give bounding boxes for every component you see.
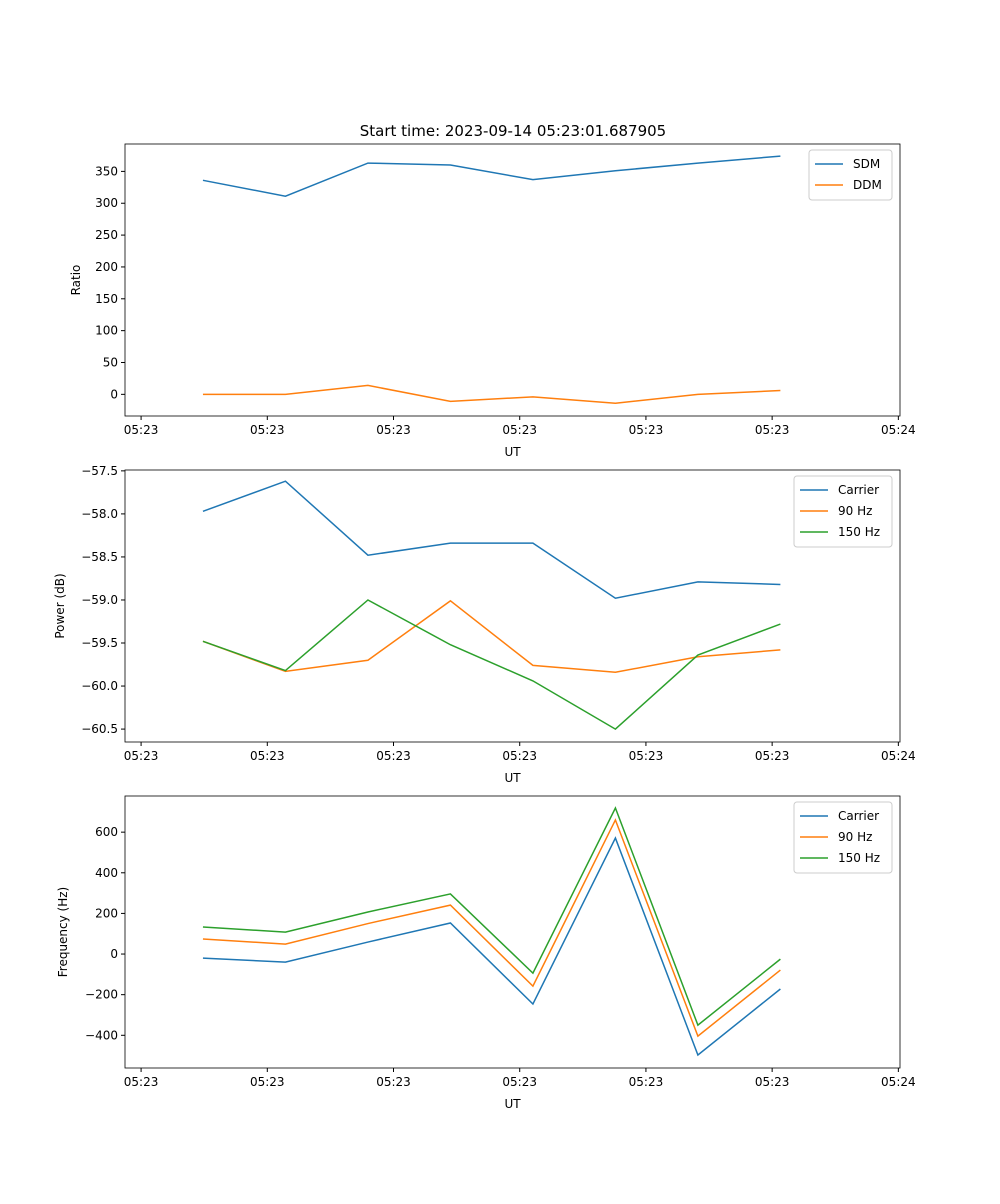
y-tick-label: 0: [110, 387, 118, 401]
x-tick-label: 05:23: [250, 423, 285, 437]
y-tick-label: 200: [95, 906, 118, 920]
y-axis-label: Frequency (Hz): [56, 887, 70, 978]
y-tick-label: 400: [95, 866, 118, 880]
series-line-150-hz: [202, 806, 781, 1027]
y-tick-label: −60.5: [81, 722, 118, 736]
x-axis-label: UT: [504, 771, 521, 785]
x-tick-label: 05:24: [881, 423, 916, 437]
subplot-3: 05:23 05:23 05:23 05:23 05:23 05:23 05:24 −400 −…: [56, 795, 916, 1111]
series-line-carrier: [202, 836, 781, 1057]
x-tick-label: 05:23: [629, 749, 664, 763]
series-line-sdm: [202, 155, 781, 198]
legend: [808, 149, 893, 201]
y-tick-label: −200: [85, 988, 118, 1002]
y-tick-label: −57.5: [81, 464, 118, 478]
x-tick-label: 05:23: [124, 1075, 159, 1089]
x-tick-label: 05:23: [755, 749, 790, 763]
x-tick-label: 05:23: [376, 423, 411, 437]
legend-label: 90 Hz: [838, 504, 872, 518]
y-tick-label: 300: [95, 196, 118, 210]
x-tick-label: 05:23: [629, 1075, 664, 1089]
legend: [793, 475, 893, 548]
x-tick-label: 05:23: [376, 1075, 411, 1089]
legend-label: DDM: [853, 178, 882, 192]
x-tick-label: 05:23: [755, 423, 790, 437]
subplot-1: 05:23 05:23 05:23 05:23 05:23 05:23 05:24 0 50 10…: [69, 143, 916, 459]
y-tick-label: 150: [95, 292, 118, 306]
y-tick-label: 600: [95, 825, 118, 839]
y-axis-label: Power (dB): [53, 573, 67, 638]
x-axis-label: UT: [504, 445, 521, 459]
x-tick-label: 05:23: [124, 749, 159, 763]
x-tick-label: 05:23: [250, 1075, 285, 1089]
figure-title: Start time: 2023-09-14 05:23:01.687905: [360, 122, 666, 140]
series-line-90-hz: [202, 818, 781, 1038]
x-tick-label: 05:23: [502, 1075, 537, 1089]
legend-label: Carrier: [838, 483, 879, 497]
axes-frame: [124, 143, 901, 417]
x-tick-label: 05:23: [124, 423, 159, 437]
series-line-90-hz: [202, 599, 781, 674]
y-tick-label: 100: [95, 324, 118, 338]
x-tick-label: 05:23: [502, 423, 537, 437]
y-tick-label: −59.5: [81, 636, 118, 650]
series-line-150-hz: [202, 599, 781, 731]
x-axis-label: UT: [504, 1097, 521, 1111]
series-line-carrier: [202, 480, 781, 600]
legend-label: 150 Hz: [838, 525, 880, 539]
y-tick-label: 350: [95, 164, 118, 178]
x-tick-label: 05:24: [881, 1075, 916, 1089]
axes-frame: [124, 795, 901, 1069]
x-tick-label: 05:24: [881, 749, 916, 763]
legend: [793, 801, 893, 874]
x-tick-label: 05:23: [629, 423, 664, 437]
legend-label: 150 Hz: [838, 851, 880, 865]
axes-frame: [124, 469, 901, 743]
y-tick-label: 250: [95, 228, 118, 242]
series-line-ddm: [202, 384, 781, 405]
subplot-2: 05:23 05:23 05:23 05:23 05:23 05:23 05:24 −60.5…: [53, 464, 916, 785]
y-tick-label: −59.0: [81, 593, 118, 607]
x-tick-label: 05:23: [502, 749, 537, 763]
x-tick-label: 05:23: [250, 749, 285, 763]
legend-label: SDM: [853, 157, 880, 171]
y-tick-label: 50: [103, 355, 118, 369]
x-tick-label: 05:23: [376, 749, 411, 763]
legend-label: Carrier: [838, 809, 879, 823]
y-tick-label: −58.5: [81, 550, 118, 564]
y-tick-label: −400: [85, 1028, 118, 1042]
y-tick-label: −60.0: [81, 679, 118, 693]
y-tick-label: −58.0: [81, 507, 118, 521]
legend-label: 90 Hz: [838, 830, 872, 844]
y-axis-label: Ratio: [69, 265, 83, 296]
y-tick-label: 200: [95, 260, 118, 274]
y-tick-label: 0: [110, 947, 118, 961]
x-tick-label: 05:23: [755, 1075, 790, 1089]
